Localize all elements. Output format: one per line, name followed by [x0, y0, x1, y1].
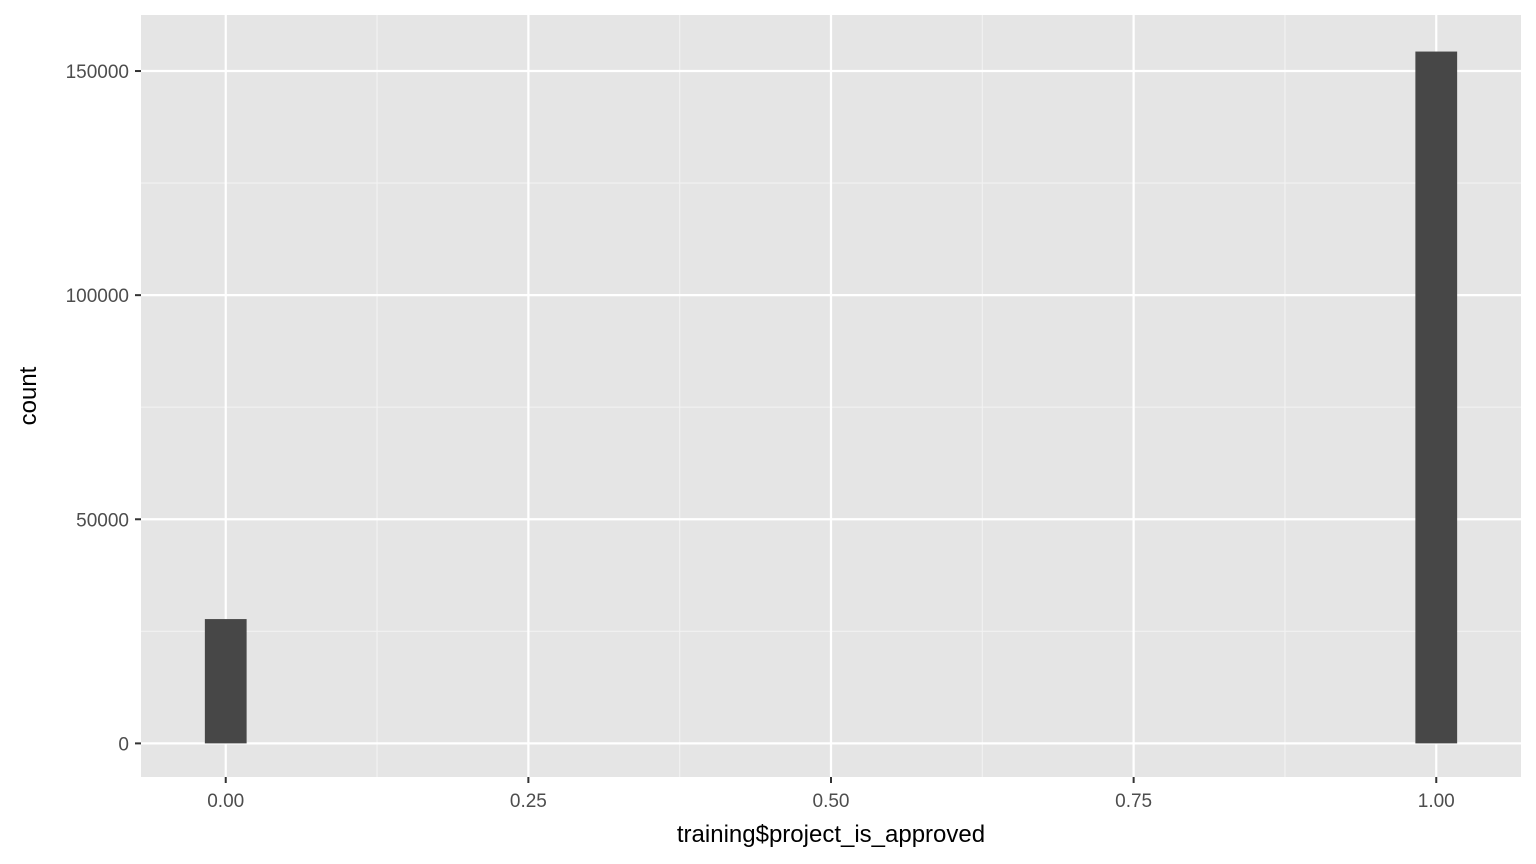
histogram-bar	[1415, 51, 1458, 744]
x-tick-label: 0.00	[207, 791, 244, 812]
x-axis-title: training$project_is_approved	[677, 821, 985, 848]
x-tick-label: 1.00	[1418, 791, 1455, 812]
bars-group	[204, 51, 1458, 744]
x-axis: 0.00 0.25 0.50 0.75 1.00	[207, 777, 1455, 812]
y-tick-label: 100000	[66, 286, 129, 307]
y-axis-title: count	[15, 366, 42, 425]
major-grid-lines	[141, 15, 1521, 777]
y-tick-label: 0	[118, 734, 129, 755]
y-axis: 0 50000 100000 150000	[66, 62, 141, 755]
y-tick-label: 150000	[66, 62, 129, 83]
x-tick-label: 0.75	[1115, 791, 1152, 812]
histogram-bar	[204, 619, 247, 744]
x-tick-label: 0.25	[510, 791, 547, 812]
x-tick-label: 0.50	[813, 791, 850, 812]
y-tick-label: 50000	[76, 510, 129, 531]
